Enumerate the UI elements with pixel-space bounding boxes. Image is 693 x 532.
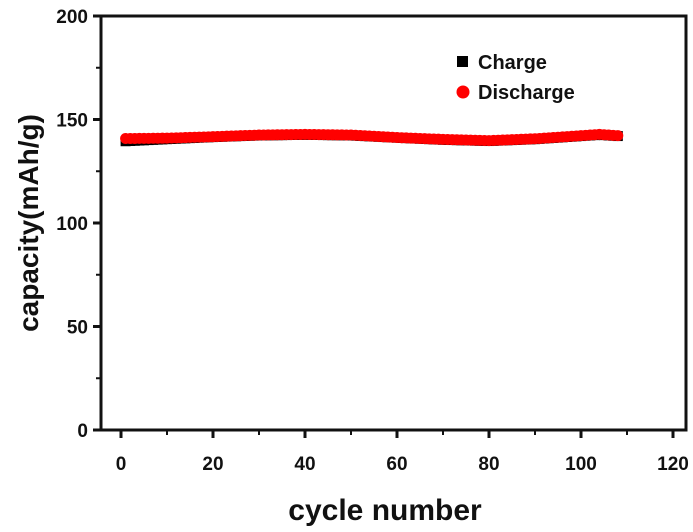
x-tick-label: 40	[294, 454, 315, 475]
legend-discharge-marker	[456, 85, 470, 99]
y-tick-label: 200	[56, 7, 88, 28]
y-tick-label: 150	[56, 111, 88, 132]
x-tick-label: 120	[657, 454, 689, 475]
x-tick-label: 60	[386, 454, 407, 475]
data-marks	[120, 128, 624, 147]
plot-frame	[99, 14, 688, 432]
y-tick-label: 50	[67, 318, 88, 339]
y-tick-label: 100	[56, 214, 88, 235]
legend-discharge-label: Discharge	[478, 82, 575, 104]
x-tick-label: 0	[116, 454, 127, 475]
y-axis-label: capacity(mAh/g)	[13, 114, 44, 332]
x-tick-label: 100	[565, 454, 597, 475]
legend: Charge Discharge	[456, 52, 575, 104]
y-tick-label: 0	[77, 421, 88, 442]
x-axis-label: cycle number	[288, 494, 482, 527]
legend-charge-marker	[457, 56, 468, 67]
x-tick-label: 20	[202, 454, 223, 475]
discharge-point	[612, 130, 624, 142]
legend-charge-label: Charge	[478, 52, 547, 74]
x-tick-label: 80	[478, 454, 499, 475]
